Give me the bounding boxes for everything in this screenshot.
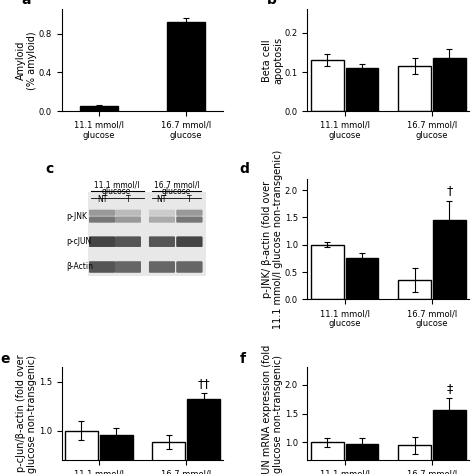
Bar xyxy=(433,410,466,474)
Bar xyxy=(187,399,220,474)
FancyBboxPatch shape xyxy=(115,217,141,222)
FancyBboxPatch shape xyxy=(89,217,115,222)
FancyBboxPatch shape xyxy=(115,210,141,216)
Text: NT: NT xyxy=(157,195,167,204)
Text: 11.1 mmol/l: 11.1 mmol/l xyxy=(94,181,139,190)
Text: β-Actin: β-Actin xyxy=(66,263,93,272)
FancyBboxPatch shape xyxy=(176,262,202,273)
Text: b: b xyxy=(267,0,277,8)
Bar xyxy=(167,22,205,111)
Text: ††: †† xyxy=(197,377,210,390)
Text: T: T xyxy=(126,195,130,204)
FancyBboxPatch shape xyxy=(176,217,202,222)
Text: glucose: glucose xyxy=(162,187,191,196)
FancyBboxPatch shape xyxy=(89,237,115,247)
Y-axis label: Beta cell
apoptosis: Beta cell apoptosis xyxy=(262,37,283,84)
Bar xyxy=(433,58,466,111)
FancyBboxPatch shape xyxy=(89,210,115,216)
Bar xyxy=(346,258,378,299)
FancyBboxPatch shape xyxy=(149,210,175,216)
Y-axis label: p-JNK/ β-actin (fold over
11.1 mmol/l glucose non-transgenic): p-JNK/ β-actin (fold over 11.1 mmol/l gl… xyxy=(262,150,283,329)
FancyBboxPatch shape xyxy=(149,262,175,273)
Y-axis label: p-cJun/β-actin (fold over
glucose non-transgenic): p-cJun/β-actin (fold over glucose non-tr… xyxy=(16,355,37,473)
Text: †: † xyxy=(447,183,453,197)
Bar xyxy=(346,68,378,111)
FancyBboxPatch shape xyxy=(176,237,202,247)
Bar xyxy=(311,60,344,111)
FancyBboxPatch shape xyxy=(115,262,141,273)
Text: ‡: ‡ xyxy=(447,382,453,395)
FancyBboxPatch shape xyxy=(176,210,202,216)
Bar xyxy=(398,280,431,299)
Text: 16.7 mmol/l: 16.7 mmol/l xyxy=(154,181,200,190)
FancyBboxPatch shape xyxy=(176,217,202,222)
Text: p-JNK: p-JNK xyxy=(66,212,88,221)
Text: a: a xyxy=(21,0,31,8)
Bar xyxy=(346,444,378,474)
FancyBboxPatch shape xyxy=(149,262,175,273)
FancyBboxPatch shape xyxy=(115,262,141,273)
FancyBboxPatch shape xyxy=(149,237,175,247)
Bar xyxy=(65,430,98,474)
Text: c: c xyxy=(46,162,54,176)
Text: f: f xyxy=(239,352,246,366)
FancyBboxPatch shape xyxy=(89,262,115,273)
Bar xyxy=(153,442,185,474)
FancyBboxPatch shape xyxy=(149,237,175,247)
FancyBboxPatch shape xyxy=(149,217,175,222)
FancyBboxPatch shape xyxy=(149,210,175,216)
Bar xyxy=(311,442,344,474)
FancyBboxPatch shape xyxy=(176,210,202,216)
FancyBboxPatch shape xyxy=(89,210,115,216)
Text: NT: NT xyxy=(97,195,107,204)
Text: e: e xyxy=(0,352,9,366)
FancyBboxPatch shape xyxy=(176,262,202,273)
FancyBboxPatch shape xyxy=(149,217,175,222)
Text: p-cJUN: p-cJUN xyxy=(66,237,92,246)
Text: glucose: glucose xyxy=(102,187,131,196)
Text: T: T xyxy=(187,195,191,204)
FancyBboxPatch shape xyxy=(115,237,141,247)
FancyBboxPatch shape xyxy=(115,217,141,222)
Bar xyxy=(80,106,118,111)
Bar xyxy=(311,245,344,299)
Bar xyxy=(100,436,133,474)
FancyBboxPatch shape xyxy=(89,237,115,247)
Y-axis label: Amyloid
(% amyloid): Amyloid (% amyloid) xyxy=(16,31,37,90)
Bar xyxy=(433,220,466,299)
Bar xyxy=(398,66,431,111)
FancyBboxPatch shape xyxy=(115,210,141,216)
Text: d: d xyxy=(239,162,249,176)
FancyBboxPatch shape xyxy=(89,262,115,273)
FancyBboxPatch shape xyxy=(176,237,202,247)
Y-axis label: cJUN mRNA expression (fold
glucose non-transgenic): cJUN mRNA expression (fold glucose non-t… xyxy=(262,345,283,474)
FancyBboxPatch shape xyxy=(88,192,206,276)
Bar xyxy=(398,446,431,474)
FancyBboxPatch shape xyxy=(89,217,115,222)
FancyBboxPatch shape xyxy=(115,237,141,247)
